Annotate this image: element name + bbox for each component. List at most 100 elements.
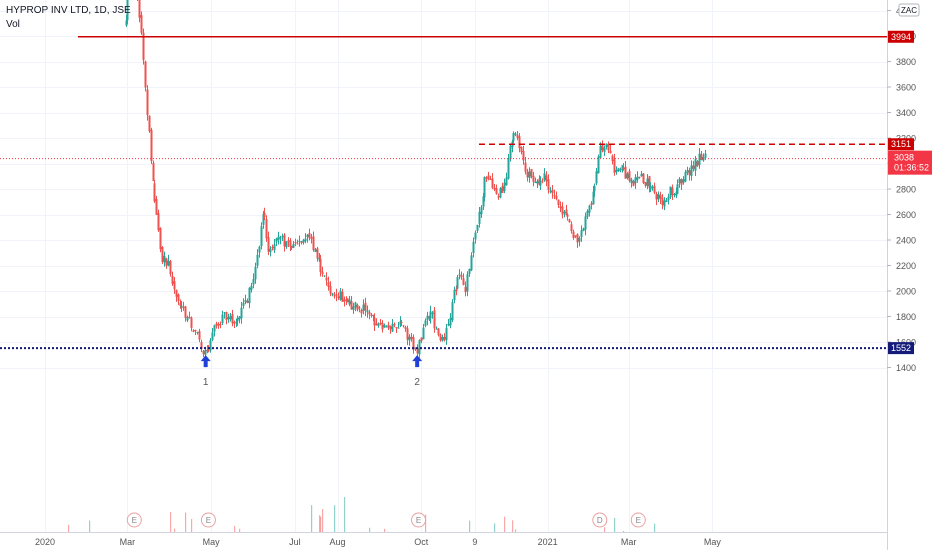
event-badge-icon — [630, 512, 646, 528]
candle-body — [561, 206, 564, 215]
event-badge-icon — [200, 512, 216, 528]
candle-body — [408, 336, 411, 341]
candle-body — [516, 134, 519, 138]
candle-body — [389, 326, 392, 330]
candle-body — [578, 237, 581, 242]
volume-bar — [654, 523, 656, 532]
candle-body — [478, 211, 481, 224]
candle-body — [653, 185, 656, 193]
candle-body — [526, 171, 529, 178]
candle-body — [153, 183, 156, 202]
candle-body — [233, 321, 236, 324]
event-badge-label: E — [206, 516, 211, 525]
candle-body — [283, 234, 286, 247]
candle-body — [300, 241, 303, 243]
price-axis-label: 1800 — [896, 312, 916, 322]
candle-body — [209, 340, 212, 351]
candle-body — [173, 281, 176, 290]
time-axis-label: 9 — [472, 537, 477, 547]
candle-body — [667, 196, 670, 201]
candle-body — [125, 20, 128, 26]
time-axis-label: Aug — [330, 537, 346, 547]
volume-bar — [319, 515, 321, 532]
candle-body — [424, 320, 427, 326]
time-axis-label: Oct — [414, 537, 429, 547]
candle-body — [665, 200, 668, 202]
candle-body — [314, 249, 317, 252]
candle-body — [588, 205, 591, 213]
candle-body — [420, 337, 423, 342]
candle-body — [678, 178, 681, 184]
candle-body — [356, 304, 359, 310]
level-lines[interactable] — [0, 36, 887, 350]
candle-body — [636, 176, 639, 180]
candle-body — [414, 347, 417, 349]
candle-body — [352, 306, 355, 310]
candle-body — [595, 171, 598, 184]
candle-body — [289, 240, 292, 247]
candle-body — [290, 245, 293, 249]
candle-body — [377, 323, 380, 327]
price-axis-label: 2000 — [896, 287, 916, 297]
candle-body — [455, 288, 458, 291]
time-axis[interactable]: 2020 Mar May Jul Aug Oct 9 2021 Mar May — [35, 537, 721, 547]
candle-body — [184, 306, 187, 318]
candle-body — [649, 186, 652, 190]
candle-body — [609, 150, 612, 154]
candle-body — [186, 317, 189, 321]
candle-body — [485, 177, 488, 179]
candle-body — [698, 153, 701, 165]
candle-body — [422, 327, 425, 340]
candle-body — [661, 197, 664, 206]
candle-body — [468, 268, 471, 274]
candle-body — [536, 180, 539, 184]
candle-body — [412, 337, 415, 350]
candle-body — [566, 214, 569, 217]
candle-body — [626, 173, 629, 179]
candle-body — [651, 186, 654, 188]
candle-body — [642, 173, 645, 183]
candle-body — [194, 329, 197, 332]
candle-body — [462, 278, 465, 286]
candle-body — [287, 240, 290, 242]
candle-body — [441, 337, 444, 341]
candle-body — [316, 248, 319, 259]
candle-body — [393, 324, 396, 326]
symbol-title: HYPROP INV LTD, 1D, JSE — [6, 5, 131, 16]
candle-body — [617, 168, 620, 172]
event-badge-label: E — [132, 516, 137, 525]
candle-body — [244, 300, 247, 303]
candle-body — [640, 173, 643, 177]
candle-body — [269, 248, 272, 252]
candle-body — [694, 159, 697, 171]
candle-body — [466, 274, 469, 292]
candle-body — [482, 196, 485, 207]
candle-body — [416, 348, 419, 354]
candle-body — [402, 325, 405, 327]
candle-body — [458, 274, 461, 276]
candle-body — [630, 179, 633, 184]
price-axis[interactable]: 1400160018002000220024002600280030003200… — [887, 0, 916, 373]
event-badge-label: E — [416, 516, 421, 525]
candle-body — [514, 133, 517, 135]
candle-body — [190, 317, 193, 328]
candle-body — [279, 237, 282, 239]
event-badge-icon — [126, 512, 142, 528]
candle-body — [348, 299, 351, 305]
candle-body — [200, 342, 203, 349]
candle-body — [570, 224, 573, 232]
candle-body — [165, 258, 168, 266]
candle-body — [590, 203, 593, 206]
candle-body — [321, 271, 324, 274]
candle-body — [215, 323, 218, 326]
candle-body — [601, 144, 604, 151]
candle-body — [572, 231, 575, 239]
candle-body — [684, 172, 687, 182]
candle-body — [383, 324, 386, 328]
candle-body — [258, 246, 261, 253]
candle-body — [406, 328, 409, 340]
candle-body — [159, 228, 162, 250]
candle-body — [692, 165, 695, 169]
candle-body — [682, 179, 685, 183]
